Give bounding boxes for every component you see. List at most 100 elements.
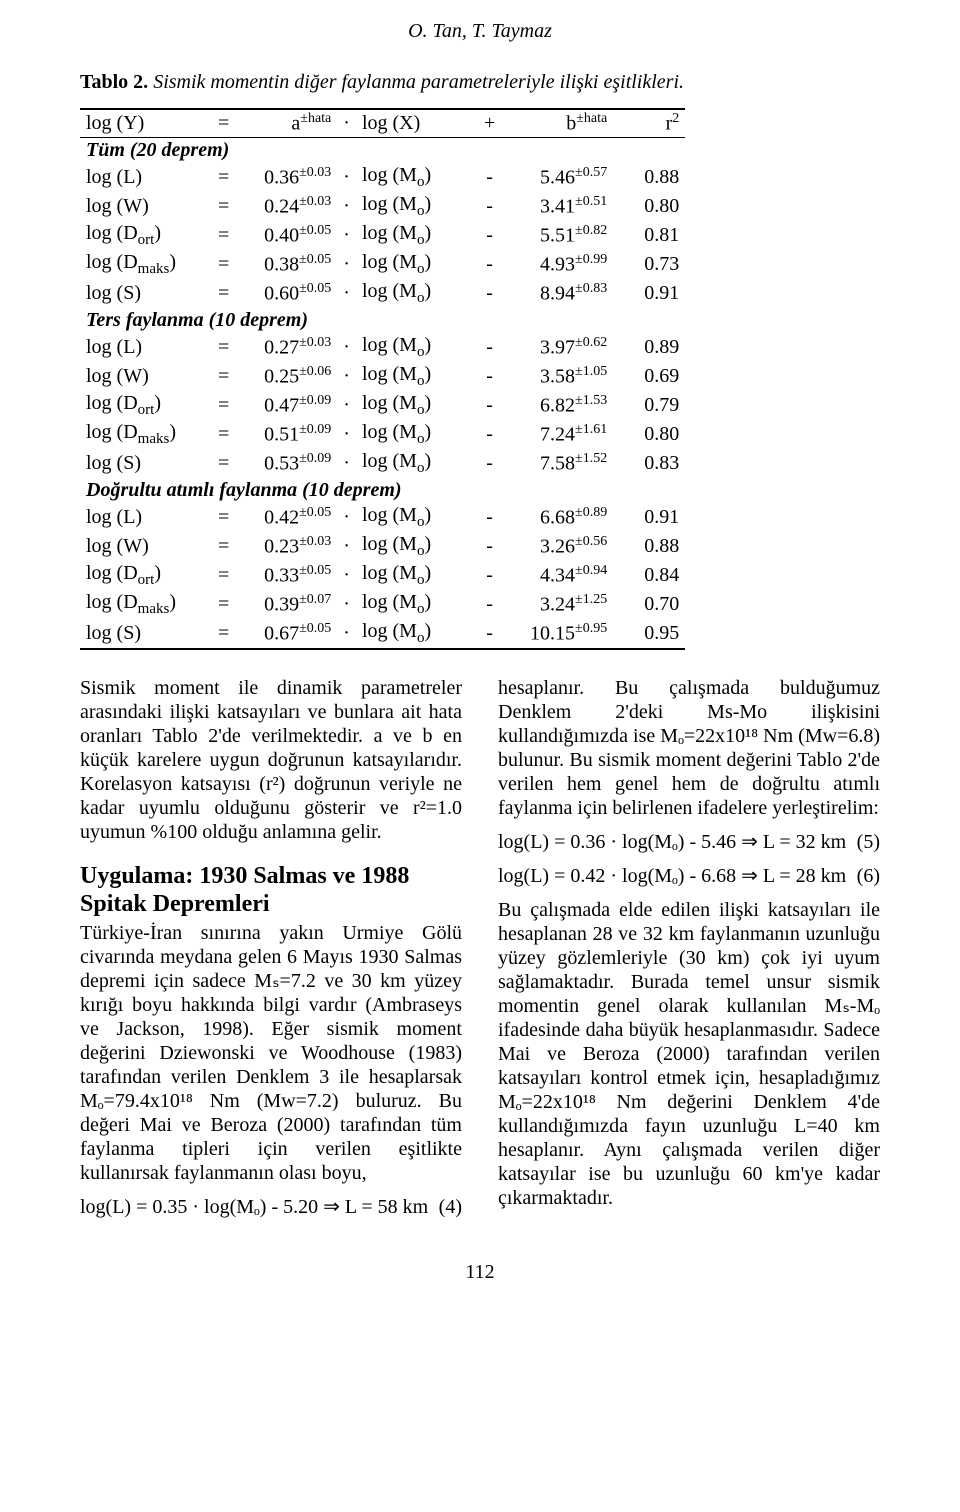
- cell-r2: 0.83: [613, 449, 685, 478]
- hdr-dot: ·: [337, 109, 356, 137]
- cell-r2: 0.70: [613, 590, 685, 619]
- cell-minus: -: [478, 279, 501, 308]
- cell-y: log (Dort): [80, 391, 212, 420]
- cell-a: 0.24±0.03: [235, 192, 337, 221]
- cell-y: log (S): [80, 279, 212, 308]
- hdr-r2: r2: [613, 109, 685, 137]
- cell-y: log (Dmaks): [80, 590, 212, 619]
- eq6-num: (6): [857, 864, 880, 888]
- eq6-body: log(L) = 0.42 · log(Mₒ) - 6.68 ⇒ L = 28 …: [498, 864, 846, 888]
- cell-minus: -: [478, 619, 501, 649]
- table-row: log (Dmaks)=0.38±0.05·log (Mo)-4.93±0.99…: [80, 250, 685, 279]
- cell-r2: 0.88: [613, 532, 685, 561]
- cell-eq: =: [212, 279, 235, 308]
- left-para-1: Sismik moment ile dinamik parametreler a…: [80, 676, 462, 844]
- cell-b: 3.26±0.56: [501, 532, 613, 561]
- table-row: log (W)=0.23±0.03·log (Mo)-3.26±0.560.88: [80, 532, 685, 561]
- cell-b: 10.15±0.95: [501, 619, 613, 649]
- cell-y: log (Dmaks): [80, 420, 212, 449]
- cell-dot: ·: [337, 420, 356, 449]
- cell-minus: -: [478, 503, 501, 532]
- cell-dot: ·: [337, 221, 356, 250]
- cell-r2: 0.84: [613, 561, 685, 590]
- cell-a: 0.25±0.06: [235, 362, 337, 391]
- eq4-body: log(L) = 0.35 · log(Mₒ) - 5.20 ⇒ L = 58 …: [80, 1195, 428, 1219]
- cell-r2: 0.69: [613, 362, 685, 391]
- left-column: Sismik moment ile dinamik parametreler a…: [80, 676, 462, 1230]
- right-para-2: Bu çalışmada elde edilen ilişki katsayıl…: [498, 898, 880, 1210]
- table-row: log (Dort)=0.33±0.05·log (Mo)-4.34±0.940…: [80, 561, 685, 590]
- cell-a: 0.40±0.05: [235, 221, 337, 250]
- table-row: log (S)=0.60±0.05·log (Mo)-8.94±0.830.91: [80, 279, 685, 308]
- cell-b: 6.68±0.89: [501, 503, 613, 532]
- cell-b: 5.46±0.57: [501, 163, 613, 192]
- hdr-y: log (Y): [80, 109, 212, 137]
- cell-b: 4.34±0.94: [501, 561, 613, 590]
- cell-minus: -: [478, 221, 501, 250]
- cell-y: log (L): [80, 163, 212, 192]
- equation-table: log (Y) = a±hata · log (X) + b±hata r2 T…: [80, 108, 685, 650]
- cell-y: log (S): [80, 449, 212, 478]
- cell-dot: ·: [337, 250, 356, 279]
- table-row: log (S)=0.53±0.09·log (Mo)-7.58±1.520.83: [80, 449, 685, 478]
- cell-a: 0.42±0.05: [235, 503, 337, 532]
- cell-dot: ·: [337, 362, 356, 391]
- cell-a: 0.51±0.09: [235, 420, 337, 449]
- table-row: log (Dmaks)=0.39±0.07·log (Mo)-3.24±1.25…: [80, 590, 685, 619]
- cell-x: log (Mo): [356, 221, 478, 250]
- cell-minus: -: [478, 391, 501, 420]
- cell-b: 6.82±1.53: [501, 391, 613, 420]
- group-title: Doğrultu atımlı faylanma (10 deprem): [80, 478, 685, 503]
- hdr-eq: =: [212, 109, 235, 137]
- cell-eq: =: [212, 163, 235, 192]
- table-row: log (W)=0.24±0.03·log (Mo)-3.41±0.510.80: [80, 192, 685, 221]
- group-title-row: Ters faylanma (10 deprem): [80, 308, 685, 333]
- caption-bold: Tablo 2.: [80, 71, 148, 93]
- cell-a: 0.47±0.09: [235, 391, 337, 420]
- cell-y: log (L): [80, 333, 212, 362]
- cell-dot: ·: [337, 561, 356, 590]
- eq5-num: (5): [857, 830, 880, 854]
- cell-eq: =: [212, 561, 235, 590]
- table-caption: Tablo 2. Sismik momentin diğer faylanma …: [80, 71, 880, 94]
- cell-minus: -: [478, 192, 501, 221]
- table-row: log (L)=0.42±0.05·log (Mo)-6.68±0.890.91: [80, 503, 685, 532]
- cell-r2: 0.81: [613, 221, 685, 250]
- cell-eq: =: [212, 503, 235, 532]
- cell-minus: -: [478, 449, 501, 478]
- cell-x: log (Mo): [356, 449, 478, 478]
- cell-x: log (Mo): [356, 420, 478, 449]
- cell-r2: 0.95: [613, 619, 685, 649]
- cell-r2: 0.91: [613, 503, 685, 532]
- cell-dot: ·: [337, 590, 356, 619]
- cell-dot: ·: [337, 192, 356, 221]
- eq5-body: log(L) = 0.36 · log(Mₒ) - 5.46 ⇒ L = 32 …: [498, 830, 846, 854]
- cell-x: log (Mo): [356, 391, 478, 420]
- cell-b: 3.97±0.62: [501, 333, 613, 362]
- cell-minus: -: [478, 532, 501, 561]
- cell-r2: 0.79: [613, 391, 685, 420]
- cell-dot: ·: [337, 619, 356, 649]
- cell-b: 7.24±1.61: [501, 420, 613, 449]
- cell-dot: ·: [337, 449, 356, 478]
- cell-minus: -: [478, 590, 501, 619]
- cell-eq: =: [212, 221, 235, 250]
- cell-eq: =: [212, 362, 235, 391]
- cell-a: 0.33±0.05: [235, 561, 337, 590]
- cell-y: log (Dort): [80, 561, 212, 590]
- cell-x: log (Mo): [356, 503, 478, 532]
- cell-dot: ·: [337, 532, 356, 561]
- cell-r2: 0.73: [613, 250, 685, 279]
- cell-b: 3.24±1.25: [501, 590, 613, 619]
- hdr-a: a±hata: [235, 109, 337, 137]
- right-para-1: hesaplanır. Bu çalışmada bulduğumuz Denk…: [498, 676, 880, 820]
- table-row: log (S)=0.67±0.05·log (Mo)-10.15±0.950.9…: [80, 619, 685, 649]
- cell-y: log (Dort): [80, 221, 212, 250]
- table-header-row: log (Y) = a±hata · log (X) + b±hata r2: [80, 109, 685, 137]
- cell-r2: 0.80: [613, 192, 685, 221]
- cell-a: 0.38±0.05: [235, 250, 337, 279]
- section-heading: Uygulama: 1930 Salmas ve 1988 Spitak Dep…: [80, 862, 462, 920]
- eq4-num: (4): [439, 1195, 462, 1219]
- cell-minus: -: [478, 362, 501, 391]
- cell-x: log (Mo): [356, 333, 478, 362]
